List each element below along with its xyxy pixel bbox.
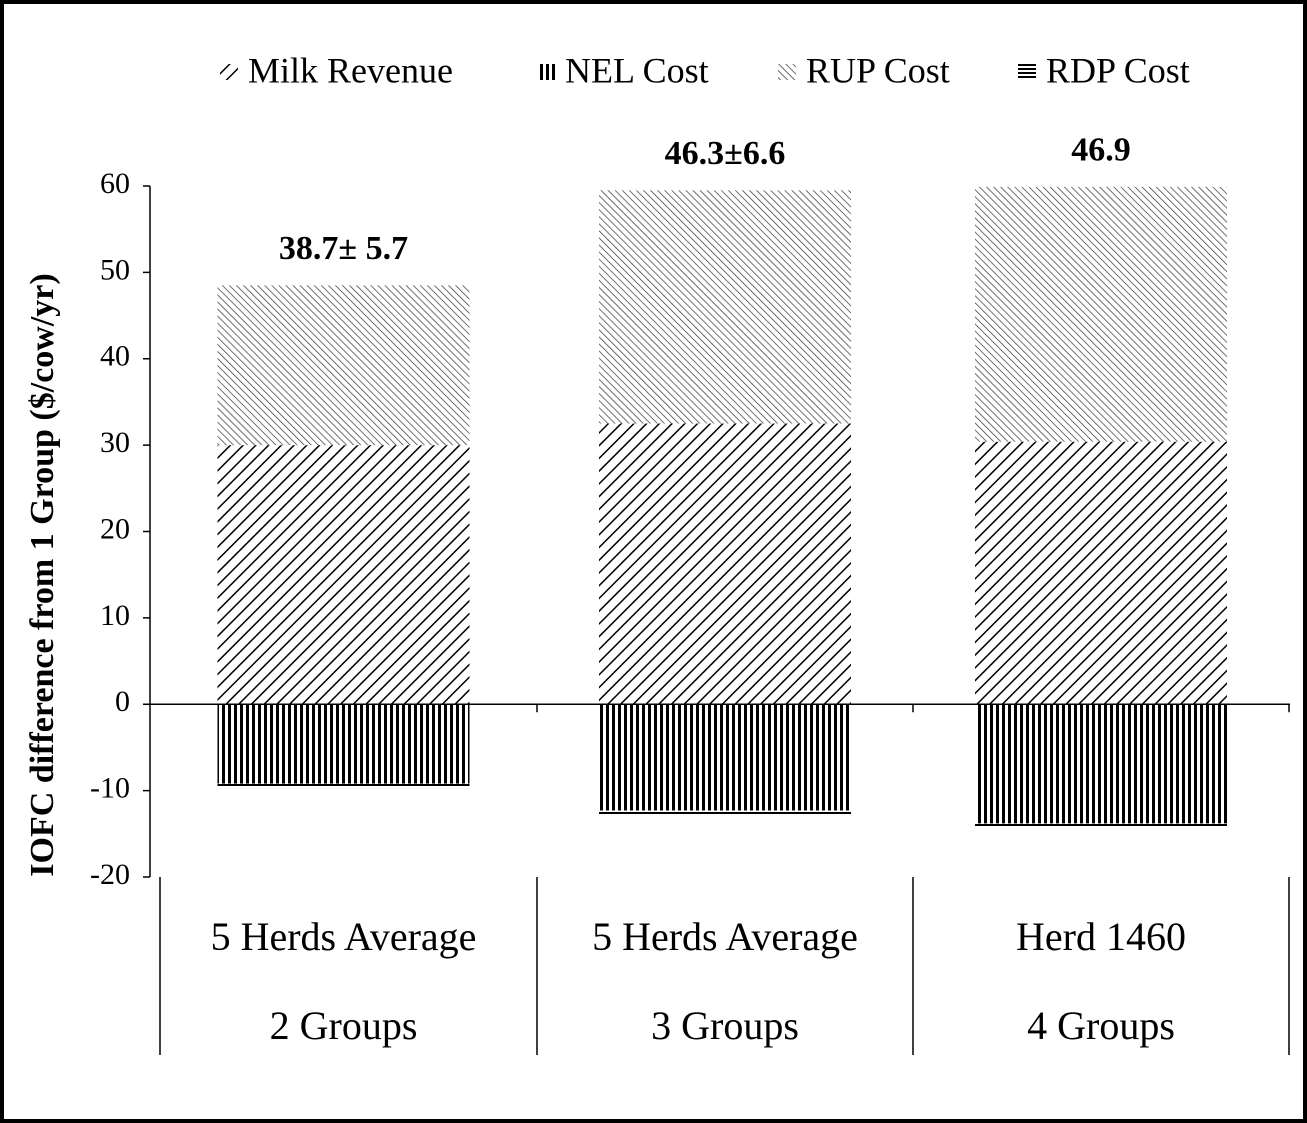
y-tick-label: 10	[100, 599, 130, 632]
y-axis-title: IOFC difference from 1 Group ($/cow/yr)	[24, 273, 61, 876]
x-tick-label: Herd 1460	[1016, 914, 1186, 959]
bar-segment	[599, 810, 851, 815]
bar-annotation: 46.3±6.6	[665, 135, 786, 172]
bar-segment	[217, 445, 470, 705]
x-tick-label: 5 Herds Average	[592, 914, 858, 959]
bar-segment	[217, 704, 470, 784]
legend-swatch	[1018, 64, 1036, 80]
legend-swatch	[220, 64, 238, 80]
x-tick-label: 3 Groups	[651, 1003, 799, 1048]
bar-segment	[217, 783, 470, 789]
legend-label: Milk Revenue	[248, 50, 453, 90]
bar-segment	[975, 441, 1227, 705]
bar-annotation: 38.7± 5.7	[279, 230, 408, 267]
y-tick-label: 20	[100, 512, 130, 545]
bar-segment	[975, 186, 1227, 442]
legend-swatch	[537, 64, 555, 80]
legend-label: RDP Cost	[1046, 50, 1190, 90]
y-tick-label: 40	[100, 340, 130, 373]
y-tick-label: -20	[90, 858, 130, 891]
x-tick-label: 2 Groups	[270, 1003, 418, 1048]
bar-annotation: 46.9	[1071, 132, 1131, 169]
bar-segment	[217, 285, 470, 446]
y-tick-label: -10	[90, 772, 130, 805]
legend-swatch	[778, 64, 796, 80]
bar-segment	[599, 190, 851, 424]
bar-segment	[975, 823, 1227, 828]
legend-label: RUP Cost	[806, 50, 950, 90]
bar-segment	[599, 704, 851, 811]
legend-label: NEL Cost	[565, 50, 709, 90]
y-tick-label: 50	[100, 253, 130, 286]
x-tick-label: 5 Herds Average	[211, 914, 477, 959]
y-tick-label: 0	[115, 685, 130, 718]
y-tick-label: 30	[100, 426, 130, 459]
bar-segment	[599, 423, 851, 705]
bar-segment	[975, 704, 1227, 824]
y-tick-label: 60	[100, 167, 130, 200]
x-tick-label: 4 Groups	[1027, 1003, 1175, 1048]
